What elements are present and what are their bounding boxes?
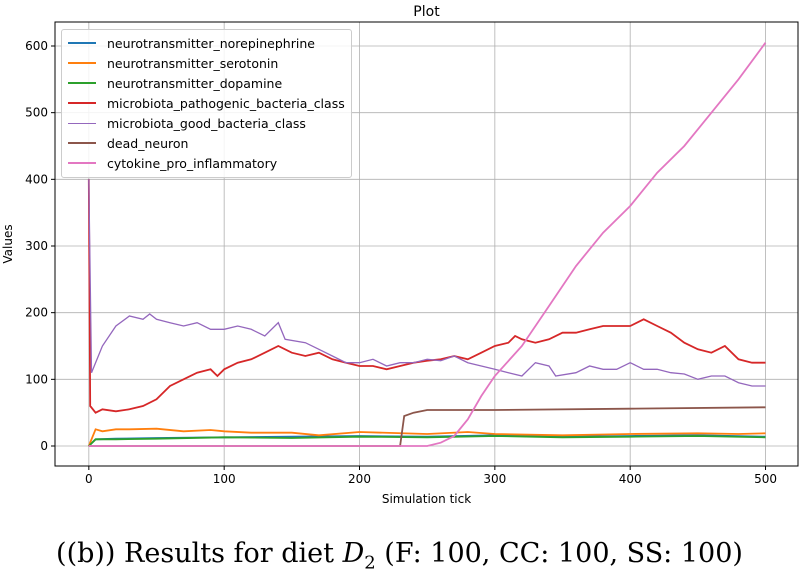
chart-title: Plot — [413, 4, 440, 20]
legend-item: neurotransmitter_dopamine — [68, 73, 345, 93]
legend-label: neurotransmitter_serotonin — [107, 55, 279, 71]
y-tick-label: 600 — [25, 39, 48, 53]
legend-label: neurotransmitter_dopamine — [107, 75, 283, 91]
x-tick-label: 400 — [619, 472, 642, 486]
caption-suffix: (F: 100, CC: 100, SS: 100) — [375, 538, 743, 569]
legend: neurotransmitter_norepinephrine neurotran… — [61, 29, 352, 178]
legend-swatch — [68, 62, 96, 64]
legend-swatch — [68, 82, 96, 84]
legend-item: neurotransmitter_serotonin — [68, 53, 345, 73]
legend-label: dead_neuron — [107, 135, 189, 151]
caption-variable: D — [342, 538, 365, 569]
series-line-cytokine_pro_inflammatory — [88, 42, 767, 447]
x-tick-label: 0 — [85, 472, 93, 486]
legend-item: dead_neuron — [68, 133, 345, 153]
series-line-microbiota_pathogenic_bacteria_class — [87, 179, 766, 414]
legend-item: microbiota_good_bacteria_class — [68, 113, 345, 133]
x-tick-label: 500 — [754, 472, 777, 486]
x-tick-label: 100 — [213, 472, 236, 486]
series-line-neurotransmitter_dopamine — [88, 435, 766, 447]
legend-label: microbiota_pathogenic_bacteria_class — [107, 95, 345, 111]
legend-swatch — [68, 162, 96, 164]
series-line-neurotransmitter_serotonin — [87, 427, 766, 447]
legend-label: cytokine_pro_inflammatory — [107, 155, 278, 171]
x-axis-label: Simulation tick — [382, 492, 471, 506]
y-tick-label: 200 — [25, 306, 48, 320]
figure-caption: ((b)) Results for diet D2 (F: 100, CC: 1… — [0, 538, 799, 573]
series-line-dead_neuron — [88, 406, 766, 447]
x-tick-label: 200 — [348, 472, 371, 486]
series-line-microbiota_good_bacteria_class — [88, 179, 766, 387]
legend-swatch — [68, 42, 96, 44]
legend-swatch — [68, 142, 96, 144]
legend-item: cytokine_pro_inflammatory — [68, 153, 345, 173]
y-tick-label: 400 — [25, 172, 48, 186]
caption-prefix: ((b)) Results for diet — [56, 538, 343, 569]
y-tick-label: 0 — [40, 439, 48, 453]
legend-label: microbiota_good_bacteria_class — [107, 115, 306, 131]
plot-frame — [54, 21, 799, 467]
y-tick-label: 100 — [25, 372, 48, 386]
y-tick-label: 300 — [25, 239, 48, 253]
legend-swatch — [68, 102, 96, 104]
legend-label: neurotransmitter_norepinephrine — [107, 35, 315, 51]
legend-item: neurotransmitter_norepinephrine — [68, 33, 345, 53]
y-tick-label: 500 — [25, 106, 48, 120]
caption-subscript: 2 — [364, 552, 376, 574]
x-tick-label: 300 — [483, 472, 506, 486]
legend-swatch — [68, 122, 96, 124]
y-axis-label: Values — [1, 224, 15, 263]
legend-item: microbiota_pathogenic_bacteria_class — [68, 93, 345, 113]
